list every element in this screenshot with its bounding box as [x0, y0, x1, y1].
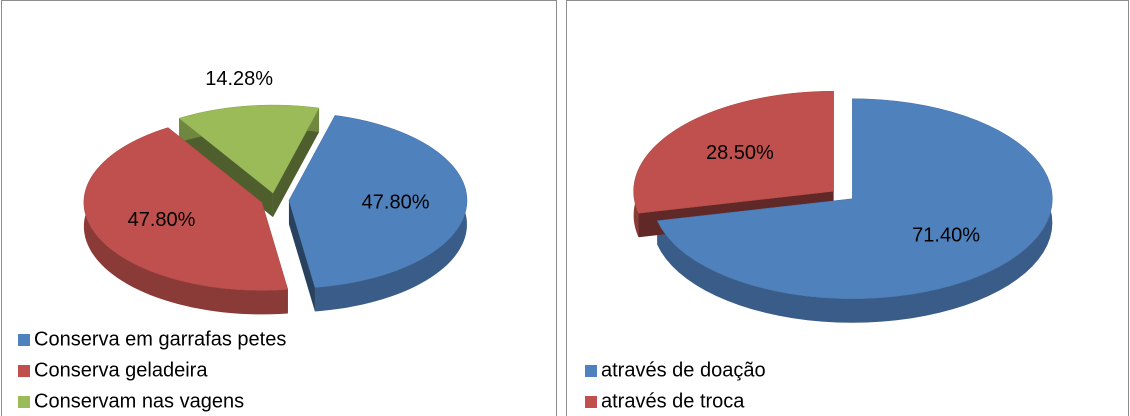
- data-label: 28.50%: [706, 142, 774, 164]
- pie-slice: [288, 115, 468, 288]
- pie-slice: [633, 91, 834, 214]
- legend-label: Conserva geladeira: [34, 359, 208, 381]
- data-label: 14.28%: [205, 68, 273, 90]
- pie-slice: [178, 104, 320, 194]
- legend-swatch: [18, 365, 30, 377]
- pie-slice: [656, 98, 1053, 299]
- legend-label: Conservam nas vagens: [34, 390, 244, 412]
- legend-label: Conserva em garrafas petes: [34, 328, 286, 350]
- legend-swatch: [585, 365, 597, 377]
- legend-label: através de troca: [601, 390, 745, 412]
- data-label: 47.80%: [362, 192, 430, 214]
- pie-slice: [83, 127, 289, 291]
- slice-side: [83, 127, 288, 315]
- legend-swatch: [18, 396, 30, 408]
- slice-wall: [288, 200, 315, 312]
- legend-label: através de doação: [601, 359, 766, 381]
- legend-swatch: [585, 396, 597, 408]
- data-label: 47.80%: [128, 209, 196, 231]
- data-label: 71.40%: [912, 225, 980, 247]
- slice-wall: [272, 108, 320, 218]
- legend-swatch: [18, 334, 30, 346]
